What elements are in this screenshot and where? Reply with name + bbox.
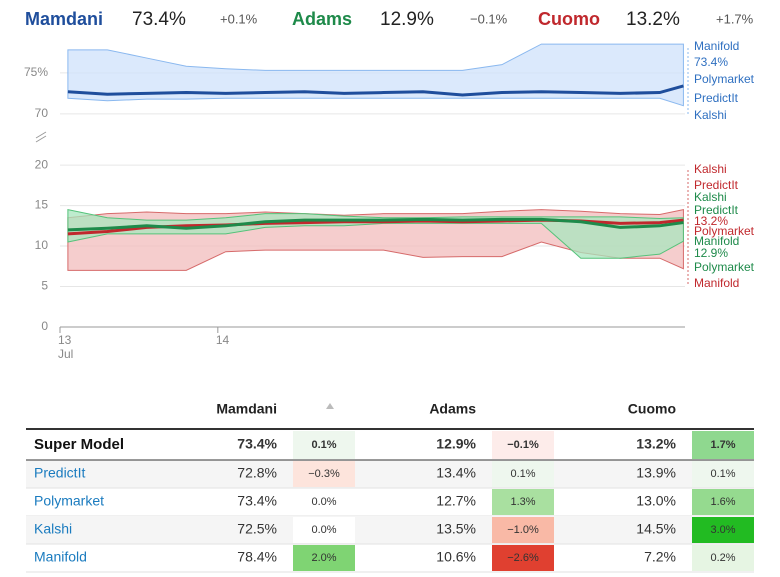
change-cell [293, 517, 355, 543]
cell-value: 13.4% [436, 465, 476, 481]
cell-change: 0.1% [311, 439, 336, 451]
end-label: Polymarket [694, 72, 755, 86]
cell-change: −2.6% [507, 552, 539, 564]
y-tick-label: 5 [41, 279, 48, 293]
cell-change: 0.0% [311, 496, 336, 508]
end-label: 73.4% [694, 55, 728, 69]
cell-change: −1.0% [507, 524, 539, 536]
cell-change: 0.0% [311, 524, 336, 536]
candidate-name: Cuomo [538, 9, 600, 29]
cell-value: 78.4% [237, 549, 277, 565]
candidate-change: +1.7% [716, 11, 754, 26]
change-cell [293, 461, 355, 487]
cell-change: 0.1% [710, 468, 735, 480]
cell-change: −0.1% [507, 439, 539, 451]
candidate-name: Adams [292, 9, 352, 29]
candidate-change: −0.1% [470, 11, 508, 26]
change-cell [293, 545, 355, 571]
change-cell [492, 489, 554, 515]
cell-value: 73.4% [237, 436, 277, 452]
end-label: Kalshi [694, 162, 727, 176]
cell-change: 0.1% [510, 468, 535, 480]
candidate-change: +0.1% [220, 11, 258, 26]
cell-value: 13.2% [636, 436, 676, 452]
column-header[interactable]: Mamdani [216, 401, 277, 417]
end-label: PredictIt [694, 203, 739, 217]
series-line [67, 217, 684, 232]
candidate-name: Mamdani [25, 9, 103, 29]
y-tick-label: 10 [35, 238, 49, 252]
row-background [26, 516, 754, 544]
change-cell [492, 545, 554, 571]
end-label: 12.9% [694, 246, 728, 260]
cell-change: 2.0% [311, 552, 336, 564]
cell-value: 13.9% [636, 465, 676, 481]
cell-change: 1.7% [710, 439, 735, 451]
end-label: Kalshi [694, 190, 727, 204]
range-band [67, 43, 684, 107]
y-tick-label: 75% [24, 65, 48, 79]
cell-value: 14.5% [636, 521, 676, 537]
cell-value: 10.6% [436, 549, 476, 565]
column-header[interactable]: Cuomo [628, 401, 676, 417]
end-label: PredictIt [694, 91, 739, 105]
candidate-value: 13.2% [626, 9, 680, 30]
y-tick-label: 15 [35, 198, 49, 212]
y-tick-label: 70 [35, 106, 49, 120]
row-name: Super Model [34, 436, 124, 453]
axis-break [35, 131, 47, 143]
cell-change: 1.6% [710, 496, 735, 508]
change-cell [293, 489, 355, 515]
change-cell [692, 489, 754, 515]
cell-change: 1.3% [510, 496, 535, 508]
cell-change: 0.2% [710, 552, 735, 564]
x-tick-sublabel: Jul [58, 347, 73, 361]
change-cell [492, 517, 554, 543]
change-cell [492, 431, 554, 459]
row-name[interactable]: Manifold [34, 549, 87, 565]
cell-change: 3.0% [710, 524, 735, 536]
row-name[interactable]: Polymarket [34, 493, 104, 509]
y-tick-label: 20 [35, 157, 49, 171]
column-header[interactable]: Adams [429, 401, 476, 417]
end-label: Manifold [694, 234, 739, 248]
end-label: Manifold [694, 276, 739, 290]
cell-value: 73.4% [237, 493, 277, 509]
candidate-value: 12.9% [380, 9, 434, 30]
cell-value: 13.5% [436, 521, 476, 537]
end-label: Polymarket [694, 260, 755, 274]
series-line [67, 84, 684, 97]
sort-icon[interactable] [326, 403, 334, 409]
cell-value: 12.9% [436, 436, 476, 452]
row-name[interactable]: PredictIt [34, 465, 85, 481]
cell-value: 7.2% [644, 549, 676, 565]
change-cell [492, 461, 554, 487]
end-label: Manifold [694, 39, 739, 53]
x-tick-label: 13 [58, 333, 72, 347]
cell-value: 72.5% [237, 521, 277, 537]
change-cell [692, 431, 754, 459]
cell-value: 13.0% [636, 493, 676, 509]
row-name[interactable]: Kalshi [34, 521, 72, 537]
cell-change: −0.3% [308, 468, 340, 480]
row-background [26, 460, 754, 488]
cell-value: 72.8% [237, 465, 277, 481]
change-cell [293, 431, 355, 459]
end-label: Polymarket [694, 224, 755, 238]
end-label: PredictIt [694, 178, 739, 192]
change-cell [692, 461, 754, 487]
change-cell [692, 545, 754, 571]
change-cell [692, 517, 754, 543]
candidate-value: 73.4% [132, 9, 186, 30]
cell-value: 12.7% [436, 493, 476, 509]
y-tick-label: 0 [41, 319, 48, 333]
end-label: Kalshi [694, 108, 727, 122]
x-tick-label: 14 [216, 333, 230, 347]
end-label: 13.2% [694, 214, 728, 228]
